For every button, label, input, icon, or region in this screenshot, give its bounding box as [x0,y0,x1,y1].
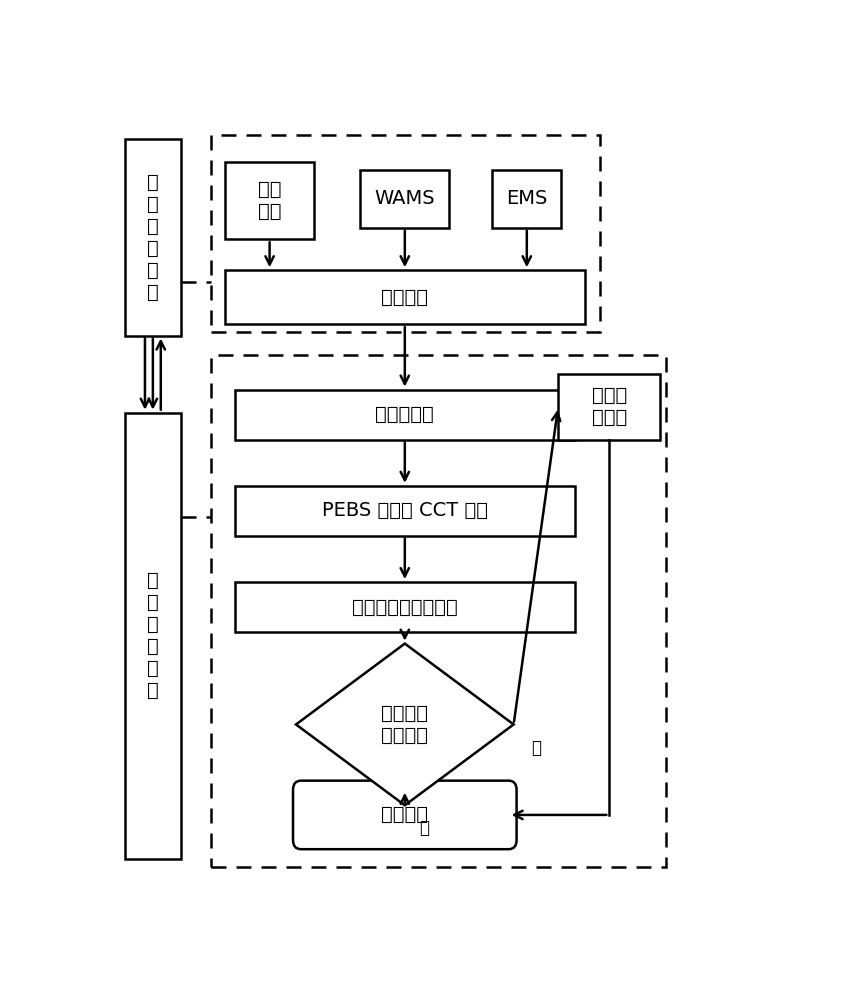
Bar [210,135,600,332]
Bar [558,374,660,440]
FancyBboxPatch shape [293,781,517,849]
Bar [235,390,574,440]
Text: 并
行
计
算
平
台: 并 行 计 算 平 台 [147,571,159,700]
Bar [225,162,314,239]
Text: 离线
数据: 离线 数据 [258,180,282,221]
Text: 动
态
数
据
平
台: 动 态 数 据 平 台 [147,173,159,302]
Bar [210,355,665,867]
Text: 计算结束: 计算结束 [381,805,428,824]
Polygon shape [296,644,514,805]
Text: 是否启动
辅助决策: 是否启动 辅助决策 [381,704,428,745]
Bar [492,170,562,228]
Text: 选择故障集: 选择故障集 [375,405,434,424]
Bar [125,139,181,336]
Bar [360,170,449,228]
Text: EMS: EMS [506,189,547,208]
Text: 否: 否 [420,819,430,837]
Text: PEBS 法计算 CCT 初值: PEBS 法计算 CCT 初值 [322,501,488,520]
Text: WAMS: WAMS [374,189,435,208]
Bar [235,582,574,632]
Text: 时域仿真法精确计算: 时域仿真法精确计算 [352,598,458,617]
Bar [225,270,585,324]
Bar [125,413,181,859]
Text: 数据整合: 数据整合 [381,288,428,307]
Text: 辅助决
策计算: 辅助决 策计算 [591,386,627,427]
Bar [235,486,574,536]
Text: 是: 是 [531,739,541,757]
